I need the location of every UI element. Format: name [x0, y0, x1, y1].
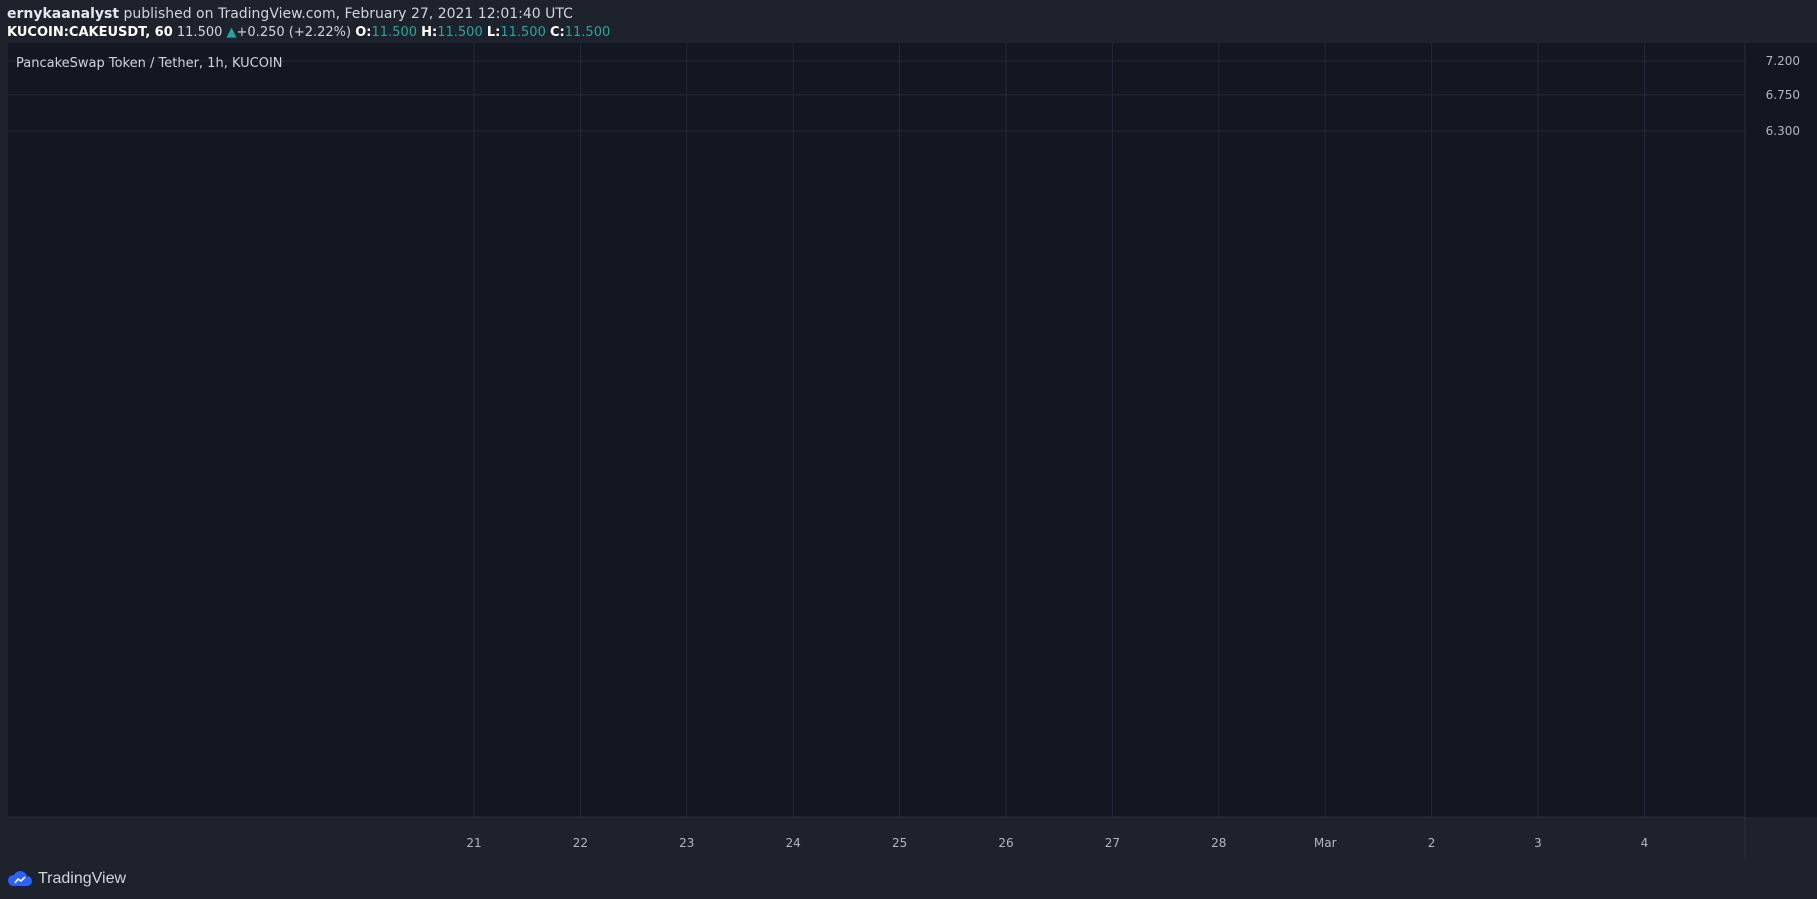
x-tick-label: Mar: [1314, 836, 1337, 850]
price-change: +0.250 (+2.22%): [236, 25, 352, 40]
header-bar: ernykaanalyst published on TradingView.c…: [0, 0, 1817, 43]
x-tick-label: 24: [786, 836, 801, 850]
x-tick-label: 21: [466, 836, 481, 850]
x-tick-label: 28: [1211, 836, 1226, 850]
open-key: O:: [355, 25, 372, 40]
published-line: ernykaanalyst published on TradingView.c…: [7, 6, 573, 22]
price-axis[interactable]: 27.00025.00023.00021.00019.00017.00015.5…: [1758, 43, 1800, 138]
x-tick-label: 22: [573, 836, 588, 850]
low-value: 11.500: [500, 25, 546, 40]
up-arrow-icon: ▲: [226, 25, 237, 40]
close-value: 11.500: [564, 25, 611, 40]
x-tick-label: 2: [1428, 836, 1436, 850]
high-value: 11.500: [437, 25, 483, 40]
symbol-label[interactable]: KUCOIN:CAKEUSDT, 60: [7, 25, 173, 40]
footer-bar: [0, 860, 1817, 899]
y-tick-label: 6.750: [1766, 88, 1800, 102]
chart-title: PancakeSwap Token / Tether, 1h, KUCOIN: [16, 56, 283, 71]
grid: [8, 43, 1745, 817]
x-tick-label: 3: [1534, 836, 1542, 850]
cloud-icon: [7, 871, 32, 886]
high-key: H:: [421, 25, 438, 40]
x-tick-label: 23: [679, 836, 694, 850]
price-chart[interactable]: 27.00025.00023.00021.00019.00017.00015.5…: [0, 43, 1817, 860]
plot-background: [8, 43, 1745, 817]
brand-label: TradingView: [38, 870, 127, 887]
x-tick-label: 26: [998, 836, 1013, 850]
ohlc-legend: KUCOIN:CAKEUSDT, 60 11.500 ▲+0.250 (+2.2…: [7, 25, 610, 40]
last-price: 11.500: [176, 25, 223, 40]
published-text: published on TradingView.com, February 2…: [123, 6, 573, 22]
author-name[interactable]: ernykaanalyst: [7, 6, 120, 22]
x-tick-label: 27: [1105, 836, 1120, 850]
time-axis[interactable]: 21 22 23 24 25 26 27 28 Mar 2 3 4: [466, 836, 1648, 850]
x-tick-label: 4: [1641, 836, 1649, 850]
x-tick-label: 25: [892, 836, 907, 850]
y-tick-label: 6.300: [1766, 124, 1800, 138]
price-axis-background: [1745, 43, 1817, 817]
close-key: C:: [550, 25, 565, 40]
low-key: L:: [486, 25, 501, 40]
tradingview-logo[interactable]: TradingView: [7, 868, 126, 890]
open-value: 11.500: [371, 25, 418, 40]
y-tick-label: 7.200: [1766, 54, 1800, 68]
